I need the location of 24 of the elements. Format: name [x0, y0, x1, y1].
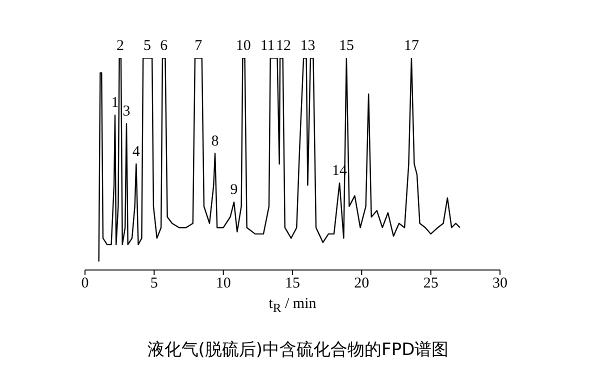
annotation: 12: [276, 38, 292, 54]
annotation: 3: [122, 104, 130, 120]
x-tick-label: 5: [150, 276, 158, 292]
x-axis-title: t$_{R}$ / min: [268, 296, 318, 316]
annotation: 17: [404, 38, 420, 54]
x-tick-label: 25: [423, 276, 438, 292]
annotation: 11: [260, 38, 275, 54]
x-tick-label: 15: [285, 276, 300, 292]
annotation: 6: [160, 38, 168, 54]
annotation: 8: [211, 133, 219, 150]
annotation: 1: [111, 95, 119, 112]
annotation: 7: [194, 38, 203, 54]
annotation: 15: [338, 38, 354, 54]
annotation: 9: [230, 182, 238, 198]
x-tick-label: 0: [81, 276, 89, 292]
x-tick-label: 10: [216, 276, 231, 292]
annotation: 13: [300, 38, 316, 54]
text: 液化气(脱硫后)中含硫化合物的FPD谱图: [146, 339, 450, 361]
x-tick-label: 20: [354, 276, 370, 292]
annotation: 5: [144, 38, 151, 54]
annotation: 10: [236, 38, 251, 54]
annotation: 2: [116, 38, 124, 54]
annotation: 4: [132, 144, 140, 160]
x-tick-label: 30: [492, 276, 508, 292]
